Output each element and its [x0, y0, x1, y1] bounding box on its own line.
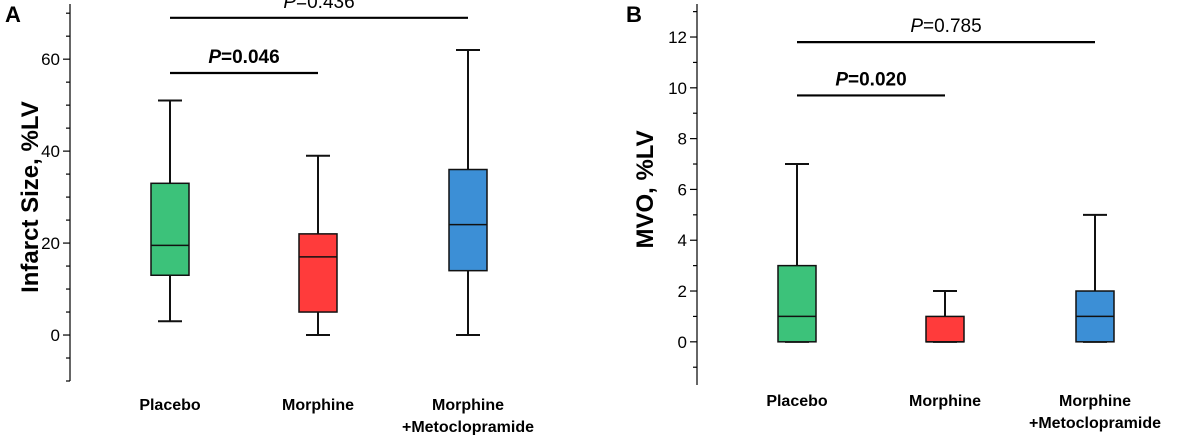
- y-tick-label: 0: [51, 326, 60, 345]
- p-value-label: P=0.436: [283, 0, 354, 13]
- y-axis-label: MVO, %LV: [632, 130, 659, 248]
- y-tick-label: 60: [41, 50, 60, 69]
- y-tick-label: 12: [668, 28, 687, 47]
- x-category-label: +Metoclopramide: [402, 419, 534, 435]
- iqr-box: [298, 233, 338, 313]
- y-tick-label: 2: [678, 282, 687, 301]
- p-value-number: =0.785: [923, 16, 982, 37]
- p-value-label: P=0.785: [910, 16, 981, 37]
- x-category-label: Morphine: [282, 397, 354, 414]
- y-tick-label: 4: [678, 231, 687, 250]
- p-value-label: P=0.046: [208, 47, 279, 68]
- x-category-label: Placebo: [139, 397, 201, 414]
- p-symbol: P: [208, 47, 221, 68]
- p-value-number: =0.436: [296, 0, 355, 13]
- box-1: [777, 163, 817, 343]
- iqr-box: [777, 264, 817, 343]
- x-category-label: Morphine: [432, 397, 504, 414]
- box-3: [1075, 213, 1115, 343]
- p-symbol: P: [910, 16, 923, 37]
- x-category-label: Morphine: [909, 393, 981, 410]
- box-3: [448, 48, 488, 337]
- box-1: [150, 99, 190, 323]
- iqr-box: [448, 168, 488, 272]
- iqr-box: [150, 182, 190, 277]
- box-2: [925, 290, 965, 343]
- y-tick-label: 0: [678, 333, 687, 352]
- y-axis-label: Infarct Size, %LV: [17, 101, 44, 293]
- y-tick-label: 20: [41, 234, 60, 253]
- box-2: [298, 154, 338, 337]
- x-category-label: Placebo: [766, 393, 828, 410]
- p-value-number: =0.020: [848, 69, 907, 90]
- p-symbol: P: [835, 69, 848, 90]
- panel-a: A Infarct Size, %LV 0 20 40 60 Placebo Morphine…: [5, 0, 534, 435]
- p-value-number: =0.046: [221, 47, 280, 68]
- y-tick-label: 40: [41, 142, 60, 161]
- y-tick-label: 10: [668, 79, 687, 98]
- x-category-label: Morphine: [1059, 393, 1131, 410]
- panel-letter: A: [5, 2, 21, 27]
- y-tick-label: 6: [678, 180, 687, 199]
- panel-b: B MVO, %LV 0 2 4 6 8 10 12 Placebo Morphine Morphin…: [626, 2, 1161, 432]
- iqr-box: [925, 315, 965, 343]
- panel-letter: B: [626, 2, 642, 27]
- p-value-label: P=0.020: [835, 69, 906, 90]
- p-symbol: P: [283, 0, 296, 13]
- x-category-label: +Metoclopramide: [1029, 415, 1161, 432]
- y-tick-label: 8: [678, 130, 687, 149]
